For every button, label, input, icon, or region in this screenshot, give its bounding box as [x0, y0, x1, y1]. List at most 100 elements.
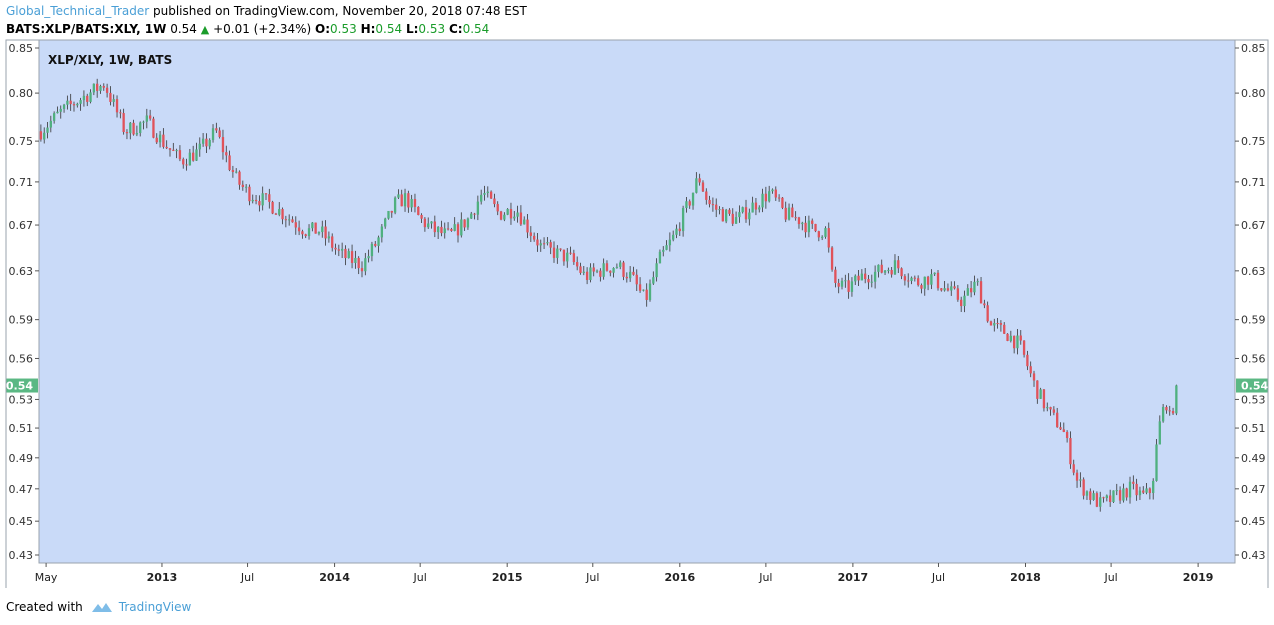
- candle-body: [562, 249, 566, 262]
- candle-body: [1112, 490, 1115, 502]
- candle-body: [516, 212, 519, 217]
- candle-body: [158, 134, 162, 143]
- candle-body: [691, 192, 695, 206]
- candle-body: [324, 226, 327, 239]
- candlestick-series: [39, 78, 1178, 512]
- price-chart[interactable]: 0.85 0.80 0.75 0.71 0.67 0.63 0.59 0.56 0.53 0.51…: [0, 38, 1274, 588]
- candle-body: [711, 204, 715, 206]
- candle-body: [1052, 409, 1056, 413]
- candle-body: [493, 198, 496, 205]
- candle-body: [950, 286, 953, 291]
- candle-body: [1155, 444, 1158, 481]
- candle-body: [665, 245, 668, 250]
- candle-body: [1148, 488, 1152, 494]
- candle-body: [672, 234, 675, 240]
- candle-body: [294, 222, 297, 228]
- candle-body: [347, 251, 350, 259]
- candle-body: [741, 207, 744, 213]
- candle-body: [420, 214, 423, 219]
- candle-body: [367, 256, 370, 259]
- candle-body: [536, 239, 539, 246]
- candle-body: [178, 150, 182, 160]
- candle-body: [105, 87, 109, 93]
- candle-body: [192, 152, 195, 161]
- candle-body: [175, 150, 178, 152]
- candle-body: [983, 303, 986, 306]
- candle-body: [1145, 488, 1148, 493]
- candle-body: [109, 92, 112, 102]
- candle-body: [450, 229, 453, 231]
- candle-body: [589, 267, 592, 281]
- close-value: 0.54: [462, 22, 490, 36]
- x-tick-label: Jul: [1103, 571, 1117, 584]
- y-tick-label: 0.85: [9, 42, 34, 55]
- candle-body: [208, 140, 211, 147]
- footer: Created with TradingView: [6, 600, 191, 614]
- candle-body: [463, 219, 466, 228]
- candle-body: [592, 267, 595, 272]
- candle-body: [519, 212, 523, 225]
- chart-frame: [5, 39, 1269, 588]
- candle-body: [814, 223, 817, 232]
- candle-body: [890, 269, 893, 275]
- author-link[interactable]: Global_Technical_Trader: [6, 4, 150, 18]
- candle-body: [996, 323, 999, 325]
- candle-body: [274, 213, 278, 215]
- candle-body: [460, 219, 463, 236]
- candle-body: [503, 214, 506, 220]
- candle-body: [612, 267, 615, 273]
- candle-body: [1161, 406, 1165, 422]
- y-tick-label: 0.80: [1241, 87, 1266, 100]
- candle-body: [681, 208, 685, 232]
- candle-body: [1019, 335, 1022, 341]
- y-tick-label: 0.75: [9, 135, 34, 148]
- candle-body: [182, 159, 185, 165]
- candle-body: [1009, 335, 1012, 341]
- candle-body: [946, 288, 950, 291]
- price-tag-left-label: 0.54: [6, 380, 33, 393]
- tradingview-logo-icon[interactable]: [91, 601, 113, 613]
- candle-body: [374, 243, 377, 246]
- candle-body: [1152, 480, 1155, 494]
- candle-body: [698, 178, 701, 183]
- candle-body: [148, 115, 152, 119]
- y-tick-label: 0.49: [1241, 452, 1266, 465]
- candle-body: [321, 226, 324, 233]
- low-value: 0.53: [418, 22, 446, 36]
- candle-body: [867, 279, 870, 283]
- x-axis: May 2013 Jul 2014 Jul 2015 Jul 2016 Jul 2017 Jul 20…: [35, 563, 1213, 584]
- candle-body: [549, 242, 552, 248]
- chart-title: XLP/XLY, 1W, BATS: [48, 53, 172, 67]
- candle-body: [877, 264, 880, 272]
- high-label: H:: [360, 22, 376, 36]
- candle-body: [1046, 407, 1049, 409]
- x-tick-label: 2015: [492, 571, 523, 584]
- price-tag-right: [1236, 378, 1268, 393]
- candle-body: [585, 271, 589, 281]
- x-tick-label: Jul: [931, 571, 945, 584]
- candle-body: [993, 323, 996, 326]
- plot-area[interactable]: [38, 39, 1236, 564]
- candle-body: [791, 207, 794, 218]
- candle-body: [1158, 421, 1161, 445]
- candle-body: [933, 272, 936, 275]
- candle-body: [1059, 427, 1062, 430]
- candle-body: [602, 263, 605, 277]
- candle-body: [476, 201, 480, 215]
- candle-body: [1003, 324, 1006, 334]
- candle-body: [1085, 491, 1089, 496]
- candle-body: [645, 289, 648, 300]
- candle-body: [595, 270, 599, 272]
- candle-body: [96, 83, 99, 91]
- candle-body: [344, 248, 347, 259]
- candle-body: [142, 121, 145, 123]
- candle-body: [907, 280, 910, 282]
- x-tick-label: Jul: [585, 571, 599, 584]
- candle-body: [873, 271, 877, 282]
- candle-body: [317, 232, 321, 234]
- candle-body: [781, 197, 784, 208]
- tradingview-link[interactable]: TradingView: [118, 600, 192, 614]
- candle-body: [1029, 366, 1032, 374]
- candle-body: [430, 221, 433, 224]
- y-tick-label: 0.53: [9, 393, 34, 406]
